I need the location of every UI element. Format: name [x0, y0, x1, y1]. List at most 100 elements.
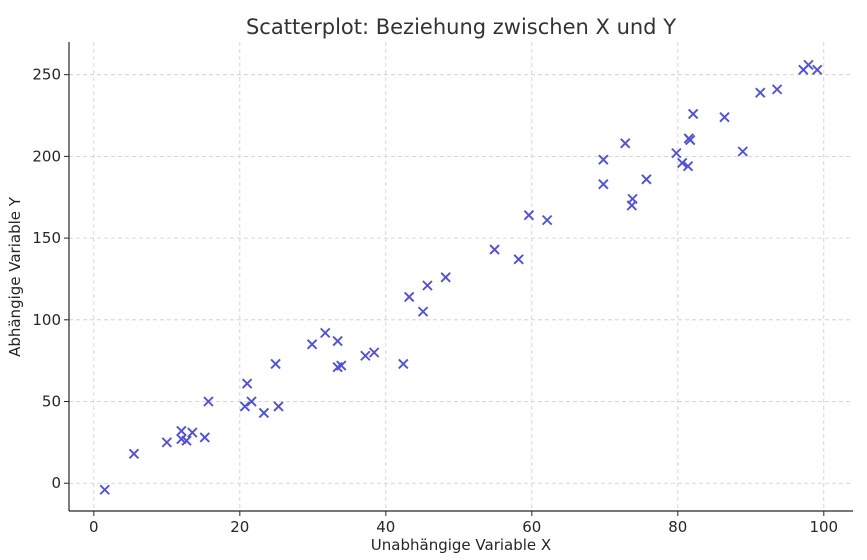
y-tick-label: 200 [32, 147, 61, 165]
marker-stroke [306, 339, 318, 350]
marker-stroke [336, 360, 347, 371]
data-point [737, 146, 748, 157]
x-tick-label: 80 [668, 518, 687, 536]
data-point [541, 214, 553, 226]
data-point [332, 335, 343, 347]
marker-stroke [719, 111, 730, 123]
data-point [161, 437, 172, 448]
marker-stroke [671, 147, 682, 159]
data-point [755, 87, 766, 98]
data-point [368, 347, 380, 358]
marker-stroke [627, 193, 638, 205]
marker-stroke [771, 84, 783, 95]
data-point [440, 272, 451, 283]
data-point [685, 134, 696, 146]
data-point [273, 401, 284, 412]
data-point [246, 396, 257, 407]
marker-stroke [685, 134, 696, 146]
marker-stroke [332, 335, 343, 347]
data-point [598, 178, 609, 190]
y-tick-label: 100 [32, 311, 61, 329]
marker-stroke [598, 178, 609, 190]
y-axis-label: Abhängige Variable Y [6, 196, 24, 357]
marker-stroke [812, 64, 823, 75]
data-point [270, 358, 281, 370]
marker-stroke [176, 433, 187, 445]
data-point [417, 306, 429, 317]
data-point [687, 108, 699, 120]
data-point [360, 350, 371, 361]
data-point [181, 435, 192, 446]
x-tick-label: 20 [230, 518, 249, 536]
data-point [336, 360, 347, 371]
marker-stroke [737, 146, 748, 157]
data-point [203, 396, 214, 407]
data-point [187, 427, 198, 438]
marker-stroke [523, 210, 535, 221]
marker-stroke [258, 407, 270, 419]
marker-stroke [803, 59, 814, 71]
data-point [812, 64, 823, 75]
marker-stroke [270, 358, 281, 370]
marker-stroke [755, 87, 766, 98]
marker-stroke [620, 138, 631, 149]
marker-stroke [417, 306, 429, 317]
marker-stroke [403, 291, 415, 303]
marker-stroke [368, 347, 380, 358]
data-points [99, 59, 823, 495]
data-point [176, 425, 187, 437]
data-point [641, 174, 652, 185]
data-point [403, 291, 415, 303]
marker-stroke [239, 401, 251, 412]
marker-stroke [489, 244, 500, 255]
data-point [128, 448, 140, 459]
data-point [320, 327, 331, 339]
data-point [258, 407, 270, 419]
y-tick-label: 50 [42, 393, 61, 411]
y-tick-label: 150 [32, 229, 61, 247]
data-point [682, 161, 694, 172]
data-point [513, 254, 524, 265]
marker-stroke [99, 484, 110, 495]
data-point [620, 138, 631, 149]
data-point [306, 339, 318, 350]
data-point [803, 59, 814, 71]
x-axis-label: Unabhängige Variable X [371, 536, 551, 554]
marker-stroke [641, 174, 652, 185]
marker-stroke [398, 358, 409, 370]
data-point [719, 111, 730, 123]
data-point [627, 193, 638, 205]
marker-stroke [440, 272, 451, 283]
data-point [523, 210, 535, 221]
marker-stroke [161, 437, 172, 448]
x-tick-label: 100 [809, 518, 838, 536]
x-tick-label: 40 [376, 518, 395, 536]
marker-stroke [199, 432, 210, 443]
marker-stroke [513, 254, 524, 265]
data-point [199, 432, 210, 443]
data-point [239, 401, 251, 412]
data-point [489, 244, 500, 255]
marker-stroke [687, 108, 699, 120]
data-point [598, 154, 609, 165]
marker-stroke [181, 435, 192, 446]
marker-stroke [273, 401, 284, 412]
data-point [422, 280, 433, 291]
marker-stroke [187, 427, 198, 438]
marker-stroke [422, 280, 433, 291]
marker-stroke [320, 327, 331, 339]
data-point [677, 157, 688, 169]
data-point [398, 358, 409, 370]
x-tick-label: 0 [89, 518, 99, 536]
x-tick-label: 60 [522, 518, 541, 536]
marker-stroke [176, 425, 187, 437]
marker-stroke [203, 396, 214, 407]
grid [69, 42, 853, 511]
axes [64, 42, 853, 516]
marker-stroke [677, 157, 688, 169]
marker-stroke [246, 396, 257, 407]
data-point [771, 84, 783, 95]
chart-title: Scatterplot: Beziehung zwischen X und Y [246, 15, 676, 39]
marker-stroke [541, 214, 553, 226]
